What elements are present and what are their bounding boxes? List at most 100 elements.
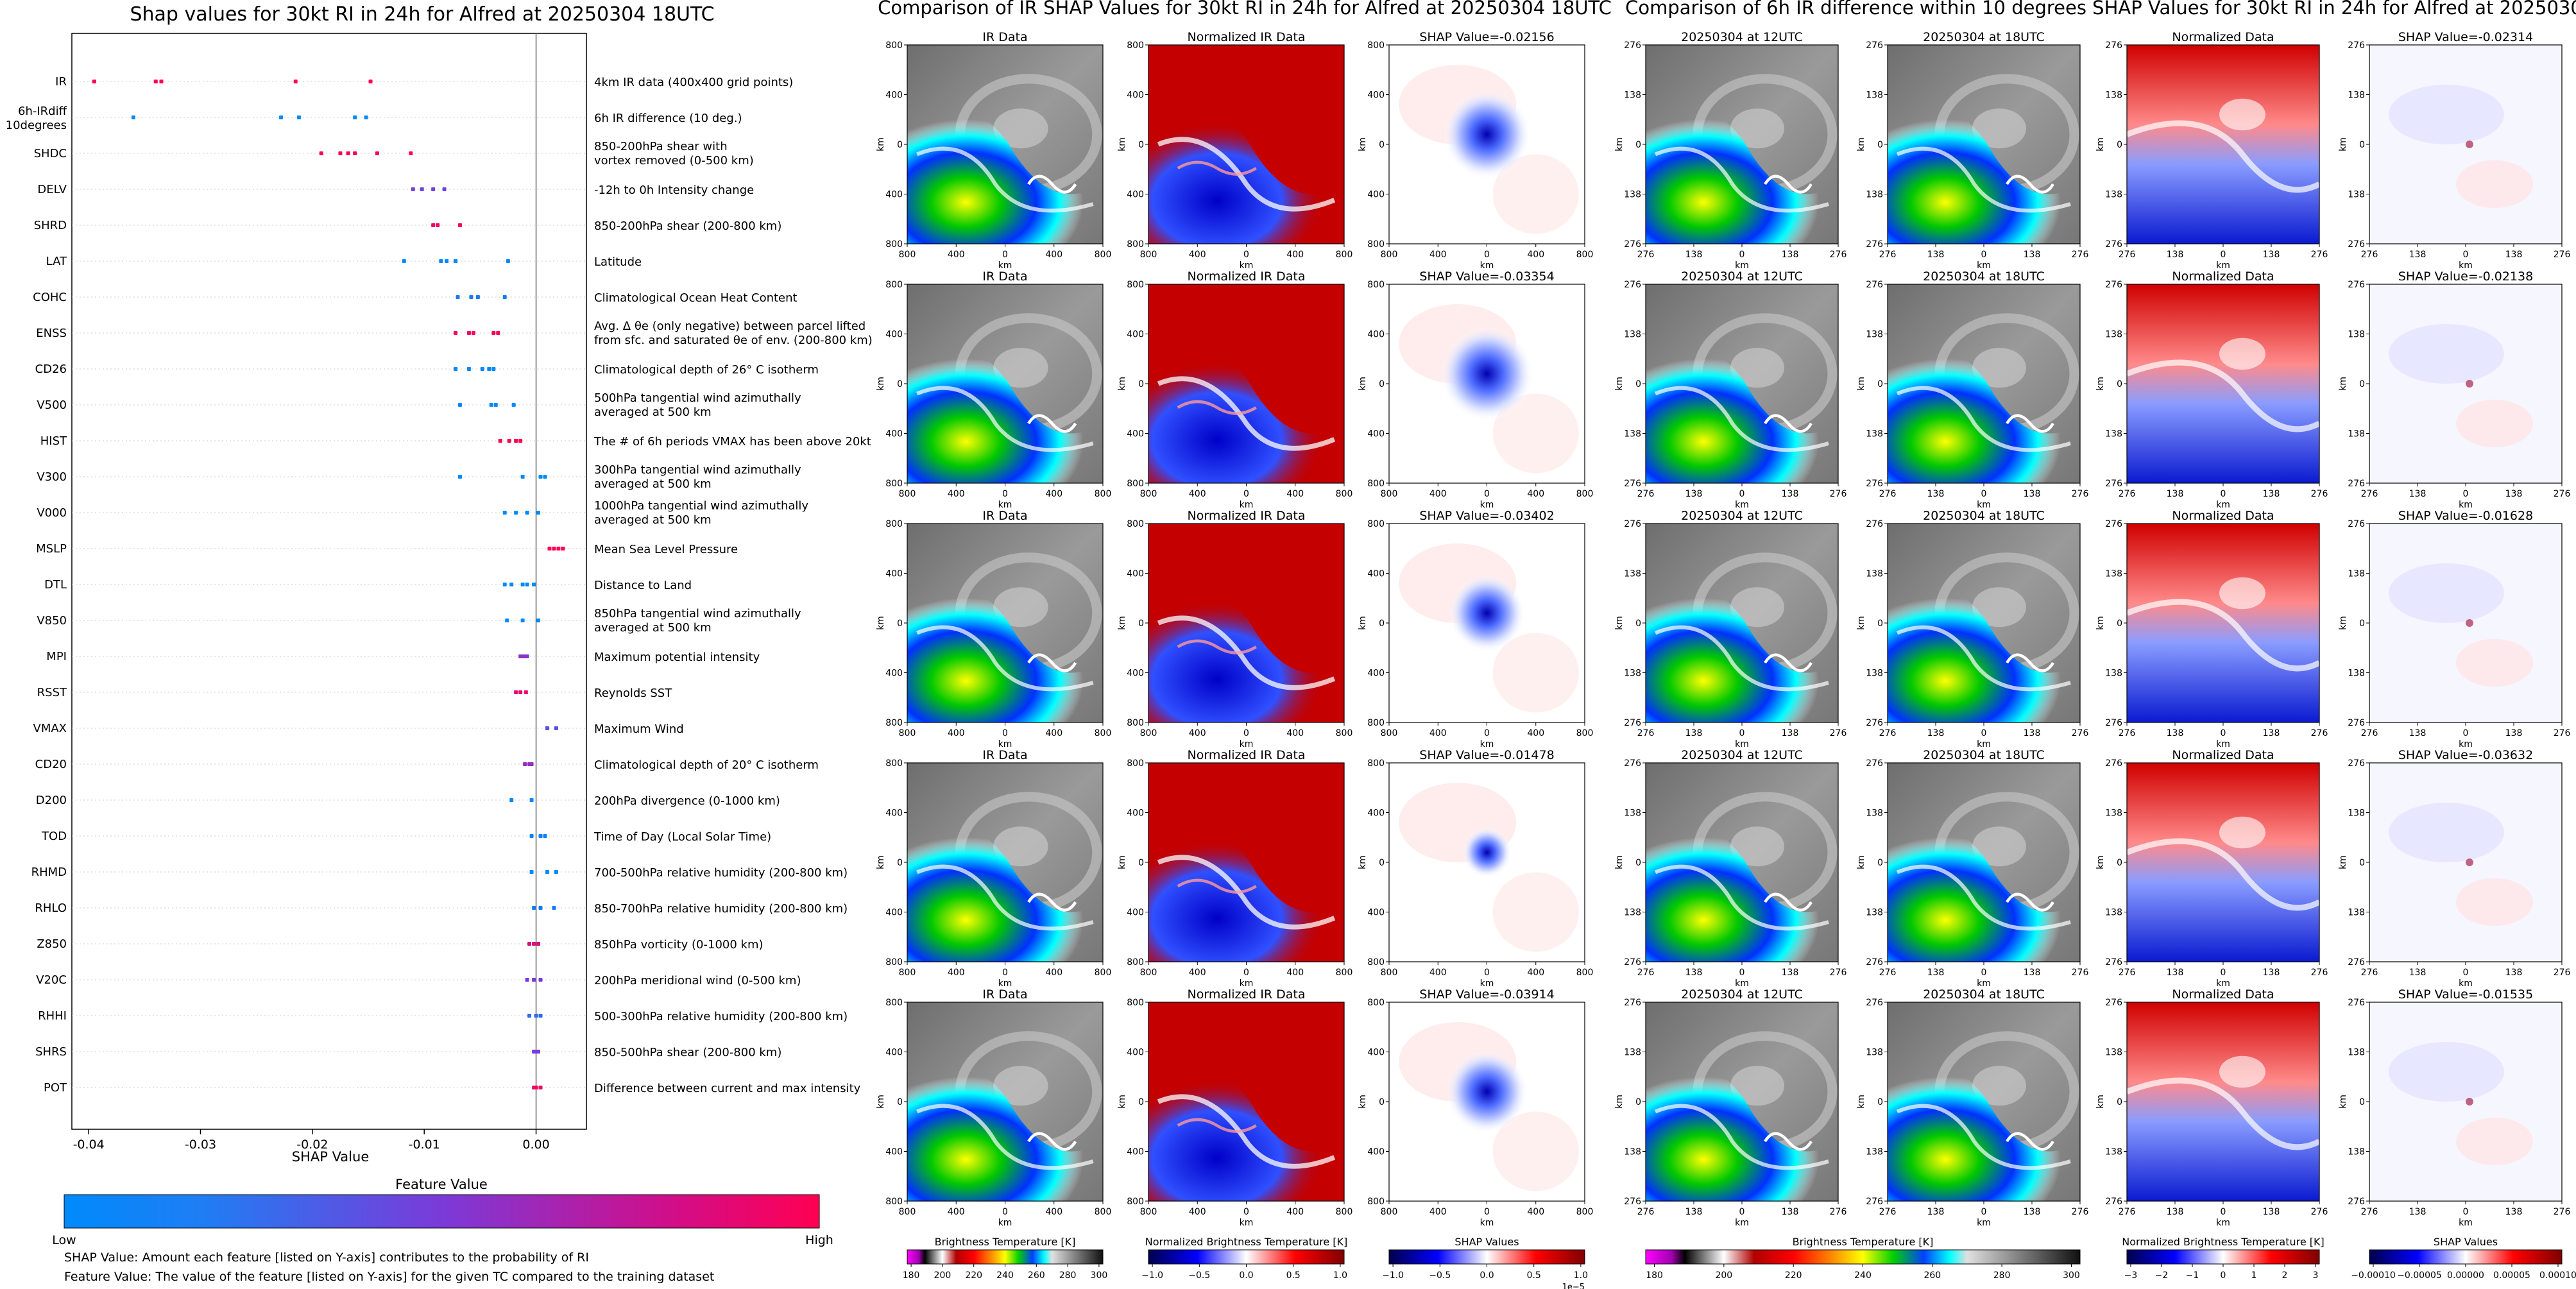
x-tick-label: 138 — [1927, 728, 1945, 738]
y-tick-label: 276 — [2105, 998, 2122, 1008]
x-tick-label: 276 — [1879, 728, 1897, 738]
irdiff-normalized-image — [2127, 763, 2319, 962]
feature-label-tod: TOD — [41, 830, 67, 843]
x-tick-label: 276 — [2311, 1207, 2328, 1217]
x-tick-label: 138 — [2409, 250, 2427, 260]
x-tick-label: 138 — [2409, 489, 2427, 499]
x-tick-label: 400 — [1045, 968, 1062, 978]
x-axis-label: km — [2459, 978, 2473, 989]
y-tick-label: 0 — [2359, 1097, 2365, 1107]
shap-point — [507, 439, 511, 443]
shap-point — [532, 906, 536, 910]
panel-title: IR Data — [982, 987, 1027, 1002]
x-tick-label: 138 — [2409, 1207, 2427, 1217]
x-axis-label: km — [1735, 1218, 1749, 1228]
y-tick-label: 0 — [1379, 379, 1385, 389]
y-tick-label: 138 — [1624, 1147, 1641, 1157]
panel-title: IR Data — [982, 30, 1027, 44]
shap-point — [525, 978, 529, 982]
shap-point — [529, 834, 534, 838]
feature-description: 850-500hPa shear (200-800 km) — [594, 1046, 781, 1059]
shap-point — [457, 403, 462, 407]
y-tick-label: 800 — [1367, 519, 1385, 529]
x-axis-label: km — [1977, 500, 1991, 510]
x-tick-label: 800 — [1381, 250, 1398, 260]
x-tick-label: 276 — [1637, 250, 1655, 260]
colorbar-tick-label: −0.00010 — [2351, 1270, 2396, 1281]
shap-point — [431, 223, 436, 227]
shap-point — [511, 403, 516, 407]
x-axis-label: km — [2216, 1218, 2230, 1228]
shap-point — [525, 583, 529, 586]
y-tick-label: 800 — [1367, 718, 1385, 728]
shap-point — [457, 223, 462, 227]
shap-point — [534, 1086, 538, 1089]
x-tick-label: 400 — [1527, 728, 1544, 738]
y-tick-label: 400 — [885, 569, 903, 579]
feature-description: Climatological Ocean Heat Content — [594, 291, 798, 305]
panel-title: SHAP Value=-0.03914 — [1419, 987, 1554, 1002]
feature-label-d200: D200 — [36, 794, 67, 807]
colorbar-tick-label: −3 — [2124, 1270, 2138, 1281]
shap-point — [518, 439, 523, 443]
shap-point — [442, 187, 447, 191]
y-tick-label: 800 — [1127, 280, 1144, 290]
y-tick-label: 138 — [2348, 429, 2365, 440]
y-tick-label: 800 — [1127, 998, 1144, 1008]
x-tick-label: 138 — [2167, 728, 2184, 738]
colorbar — [2369, 1249, 2563, 1265]
beeswarm-rows: IR 4km IR data (400x400 grid points) 6h-IR… — [6, 33, 873, 1129]
x-tick-label: 0 — [1484, 728, 1490, 738]
y-tick-label: 138 — [1866, 429, 1883, 440]
y-tick-label: 800 — [885, 718, 903, 728]
x-tick-label: 138 — [1927, 968, 1945, 978]
x-tick-label: 400 — [1286, 1207, 1304, 1217]
x-tick-label: 138 — [2263, 968, 2280, 978]
y-tick-label: 138 — [1624, 330, 1641, 340]
y-tick-label: 276 — [1624, 40, 1641, 51]
x-tick-label: 276 — [2119, 728, 2136, 738]
x-tick-label: 0 — [1484, 968, 1490, 978]
y-axis-label: km — [1358, 137, 1368, 151]
colorbar-offset: 1e−5 — [1562, 1283, 1585, 1289]
normalized-ir-image — [1148, 763, 1344, 962]
irdiff-comparison-title: Comparison of 6h IR difference within 10… — [1625, 0, 2576, 19]
feature-description: Mean Sea Level Pressure — [594, 543, 738, 556]
x-tick-label: 276 — [1879, 250, 1897, 260]
shap-point — [545, 870, 549, 874]
ir-image — [1888, 1002, 2080, 1201]
colorbar-label: Normalized Brightness Temperature [K] — [1145, 1236, 1348, 1248]
y-tick-label: 400 — [1367, 90, 1385, 101]
y-tick-label: 800 — [1127, 239, 1144, 250]
colorbar-tick-label: 300 — [1091, 1270, 1108, 1281]
y-tick-label: 0 — [897, 379, 903, 389]
x-tick-label: 0 — [1739, 250, 1745, 260]
x-tick-label: 800 — [1381, 489, 1398, 499]
ir-image — [1888, 763, 2080, 962]
x-tick-label: 0 — [1002, 968, 1008, 978]
y-axis-label: km — [876, 137, 886, 151]
y-tick-label: 276 — [2348, 758, 2365, 769]
y-tick-label: 0 — [2117, 140, 2122, 150]
shap-point — [514, 511, 518, 515]
y-tick-label: 800 — [1367, 479, 1385, 489]
y-tick-label: 276 — [2348, 957, 2365, 968]
y-tick-label: 276 — [2105, 519, 2122, 529]
ir-colorbars: Brightness Temperature [K] 180 200 220 240 26… — [903, 1236, 1588, 1289]
feature-description: 1000hPa tangential wind azimuthally avera… — [594, 499, 808, 527]
x-tick-label: -0.03 — [185, 1138, 216, 1152]
shap-point — [538, 906, 543, 910]
feature-description: 850-200hPa shear with vortex removed (0-5… — [594, 140, 754, 167]
x-tick-label: 138 — [2505, 728, 2523, 738]
shap-point — [402, 259, 406, 263]
feature-label-rhhi: RHHI — [38, 1009, 67, 1023]
y-tick-label: 276 — [1624, 957, 1641, 968]
x-tick-label: 0 — [1002, 1207, 1008, 1217]
x-tick-label: 276 — [2554, 1207, 2571, 1217]
x-axis-label: km — [2459, 500, 2473, 510]
x-tick-label: 400 — [948, 968, 965, 978]
y-tick-label: 0 — [2359, 619, 2365, 629]
x-axis-label: km — [1735, 260, 1749, 271]
colorbar-tick-label: 180 — [1646, 1270, 1663, 1281]
feature-description: Difference between current and max inten… — [594, 1082, 861, 1095]
